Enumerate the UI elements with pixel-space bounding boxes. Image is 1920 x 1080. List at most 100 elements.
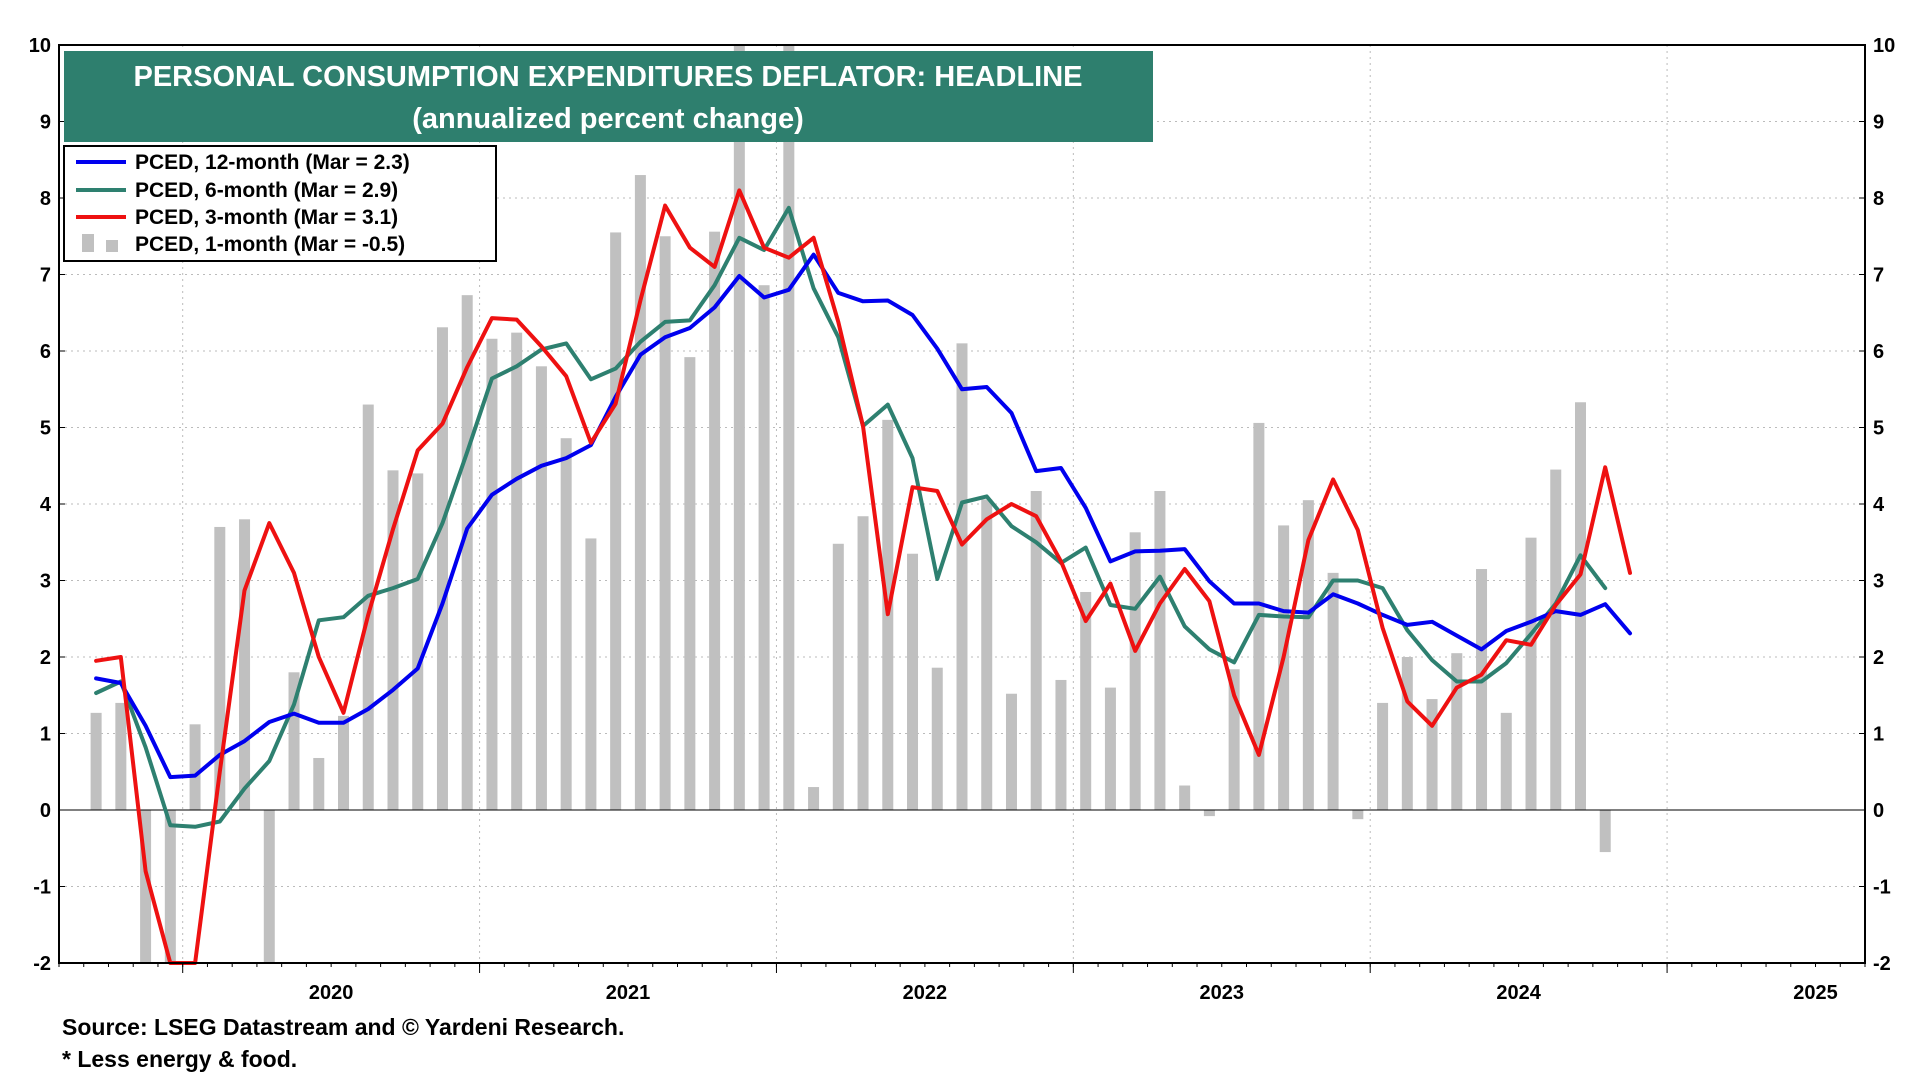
bar-1-month xyxy=(288,672,300,810)
y-tick-label-left: 4 xyxy=(40,494,52,516)
bar-1-month xyxy=(1352,810,1364,820)
bar-1-month xyxy=(140,810,152,963)
bar-1-month xyxy=(1476,569,1488,810)
bar-1-month xyxy=(634,175,646,811)
bar-1-month xyxy=(412,473,424,810)
bar-1-month xyxy=(486,338,498,810)
line-3-month xyxy=(94,188,1632,965)
bar-1-month xyxy=(931,667,943,810)
y-tick-label-left: 6 xyxy=(40,341,51,363)
bar-1-month xyxy=(1228,669,1240,810)
bar-1-month xyxy=(436,327,448,810)
legend-swatch-1-month-bar xyxy=(82,234,94,252)
chart-subtitle: (annualized percent change) xyxy=(412,103,804,135)
title-background xyxy=(64,51,1153,142)
y-tick-label-right: -2 xyxy=(1873,953,1891,975)
bar-1-month xyxy=(832,543,844,810)
y-tick-label-left: 0 xyxy=(40,800,51,822)
bar-1-month xyxy=(1030,490,1042,810)
bar-1-month xyxy=(90,712,102,810)
bar-1-month xyxy=(1377,702,1389,810)
chart-title: PERSONAL CONSUMPTION EXPENDITURES DEFLAT… xyxy=(133,61,1082,93)
x-tick-label: 2024 xyxy=(1496,982,1541,1004)
x-tick-label: 2020 xyxy=(309,982,354,1004)
bar-1-month xyxy=(1550,469,1562,810)
legend-label-12-month: PCED, 12-month (Mar = 2.3) xyxy=(135,151,410,174)
line-12-month xyxy=(94,252,1632,780)
y-tick-label-left: 1 xyxy=(40,724,51,746)
y-tick-label-right: 0 xyxy=(1873,800,1884,822)
y-tick-label-right: -1 xyxy=(1873,877,1891,899)
bar-1-month xyxy=(1426,699,1438,810)
y-tick-label-left: 8 xyxy=(40,188,51,210)
bar-1-month xyxy=(1080,591,1092,810)
y-tick-label-right: 9 xyxy=(1873,112,1884,134)
y-tick-label-right: 5 xyxy=(1873,418,1884,440)
y-tick-label-right: 2 xyxy=(1873,647,1884,669)
bar-1-month xyxy=(1500,712,1512,810)
bar-1-month xyxy=(560,438,572,810)
legend-label-3-month: PCED, 3-month (Mar = 3.1) xyxy=(135,206,398,229)
bar-1-month xyxy=(585,538,597,810)
bar-1-month xyxy=(1154,490,1166,810)
bar-1-month xyxy=(808,787,820,810)
bar-1-month xyxy=(115,702,127,810)
bar-1-month xyxy=(189,724,201,810)
bar-1-month xyxy=(1129,532,1141,810)
bar-1-month xyxy=(857,516,869,810)
bar-1-month xyxy=(610,232,622,811)
bar-1-month xyxy=(535,366,547,810)
y-tick-label-right: 7 xyxy=(1873,265,1884,287)
bar-1-month xyxy=(659,236,671,810)
bar-1-month xyxy=(511,332,523,810)
bar-series xyxy=(90,45,1611,963)
legend-box xyxy=(63,145,497,262)
axes: -2 -2 -1 -1 0 0 1 1 2 2 3 3 4 4 5 5 6 6 7 7 8 8 9 9 10 10 2020 2021… xyxy=(29,35,1896,1004)
legend-label-6-month: PCED, 6-month (Mar = 2.9) xyxy=(135,179,398,202)
y-tick-label-right: 10 xyxy=(1873,35,1895,57)
bar-1-month xyxy=(1005,693,1017,810)
x-tick-label: 2021 xyxy=(606,982,651,1004)
bar-1-month xyxy=(239,519,251,810)
y-tick-label-left: 7 xyxy=(40,265,51,287)
y-tick-label-left: -1 xyxy=(33,877,51,899)
bar-1-month xyxy=(684,357,696,810)
bar-1-month xyxy=(1599,810,1611,853)
bar-1-month xyxy=(164,810,176,963)
bar-1-month xyxy=(1104,687,1116,810)
bar-1-month xyxy=(461,295,473,810)
x-tick-label: 2025 xyxy=(1793,982,1838,1004)
legend: PCED, 12-month (Mar = 2.3) PCED, 6-month… xyxy=(63,145,497,262)
y-tick-label-left: 10 xyxy=(29,35,51,57)
bar-1-month xyxy=(1278,525,1290,810)
bar-1-month xyxy=(733,45,745,810)
bar-1-month xyxy=(1302,500,1314,810)
y-tick-label-left: 5 xyxy=(40,418,51,440)
title-box: PERSONAL CONSUMPTION EXPENDITURES DEFLAT… xyxy=(64,51,1153,142)
bar-1-month xyxy=(362,404,374,810)
bar-1-month xyxy=(956,343,968,810)
y-tick-label-right: 4 xyxy=(1873,494,1885,516)
bar-1-month xyxy=(387,470,399,810)
x-tick-label: 2022 xyxy=(903,982,948,1004)
bar-1-month xyxy=(1327,572,1339,810)
line-series xyxy=(94,188,1632,965)
footnote: * Less energy & food. xyxy=(62,1046,298,1072)
y-tick-label-left: -2 xyxy=(33,953,51,975)
x-tick-label: 2023 xyxy=(1200,982,1245,1004)
y-tick-label-right: 8 xyxy=(1873,188,1884,210)
bar-1-month xyxy=(1574,402,1586,810)
bar-1-month xyxy=(907,553,919,810)
bar-1-month xyxy=(783,45,795,810)
bar-1-month xyxy=(1055,679,1067,810)
bar-1-month xyxy=(338,715,350,810)
y-tick-label-right: 6 xyxy=(1873,341,1884,363)
y-tick-label-left: 2 xyxy=(40,647,51,669)
y-tick-label-left: 9 xyxy=(40,112,51,134)
bar-1-month xyxy=(313,757,325,810)
bar-1-month xyxy=(709,231,721,810)
bar-1-month xyxy=(214,526,226,810)
y-tick-label-right: 3 xyxy=(1873,571,1884,593)
legend-label-1-month: PCED, 1-month (Mar = -0.5) xyxy=(135,233,405,256)
